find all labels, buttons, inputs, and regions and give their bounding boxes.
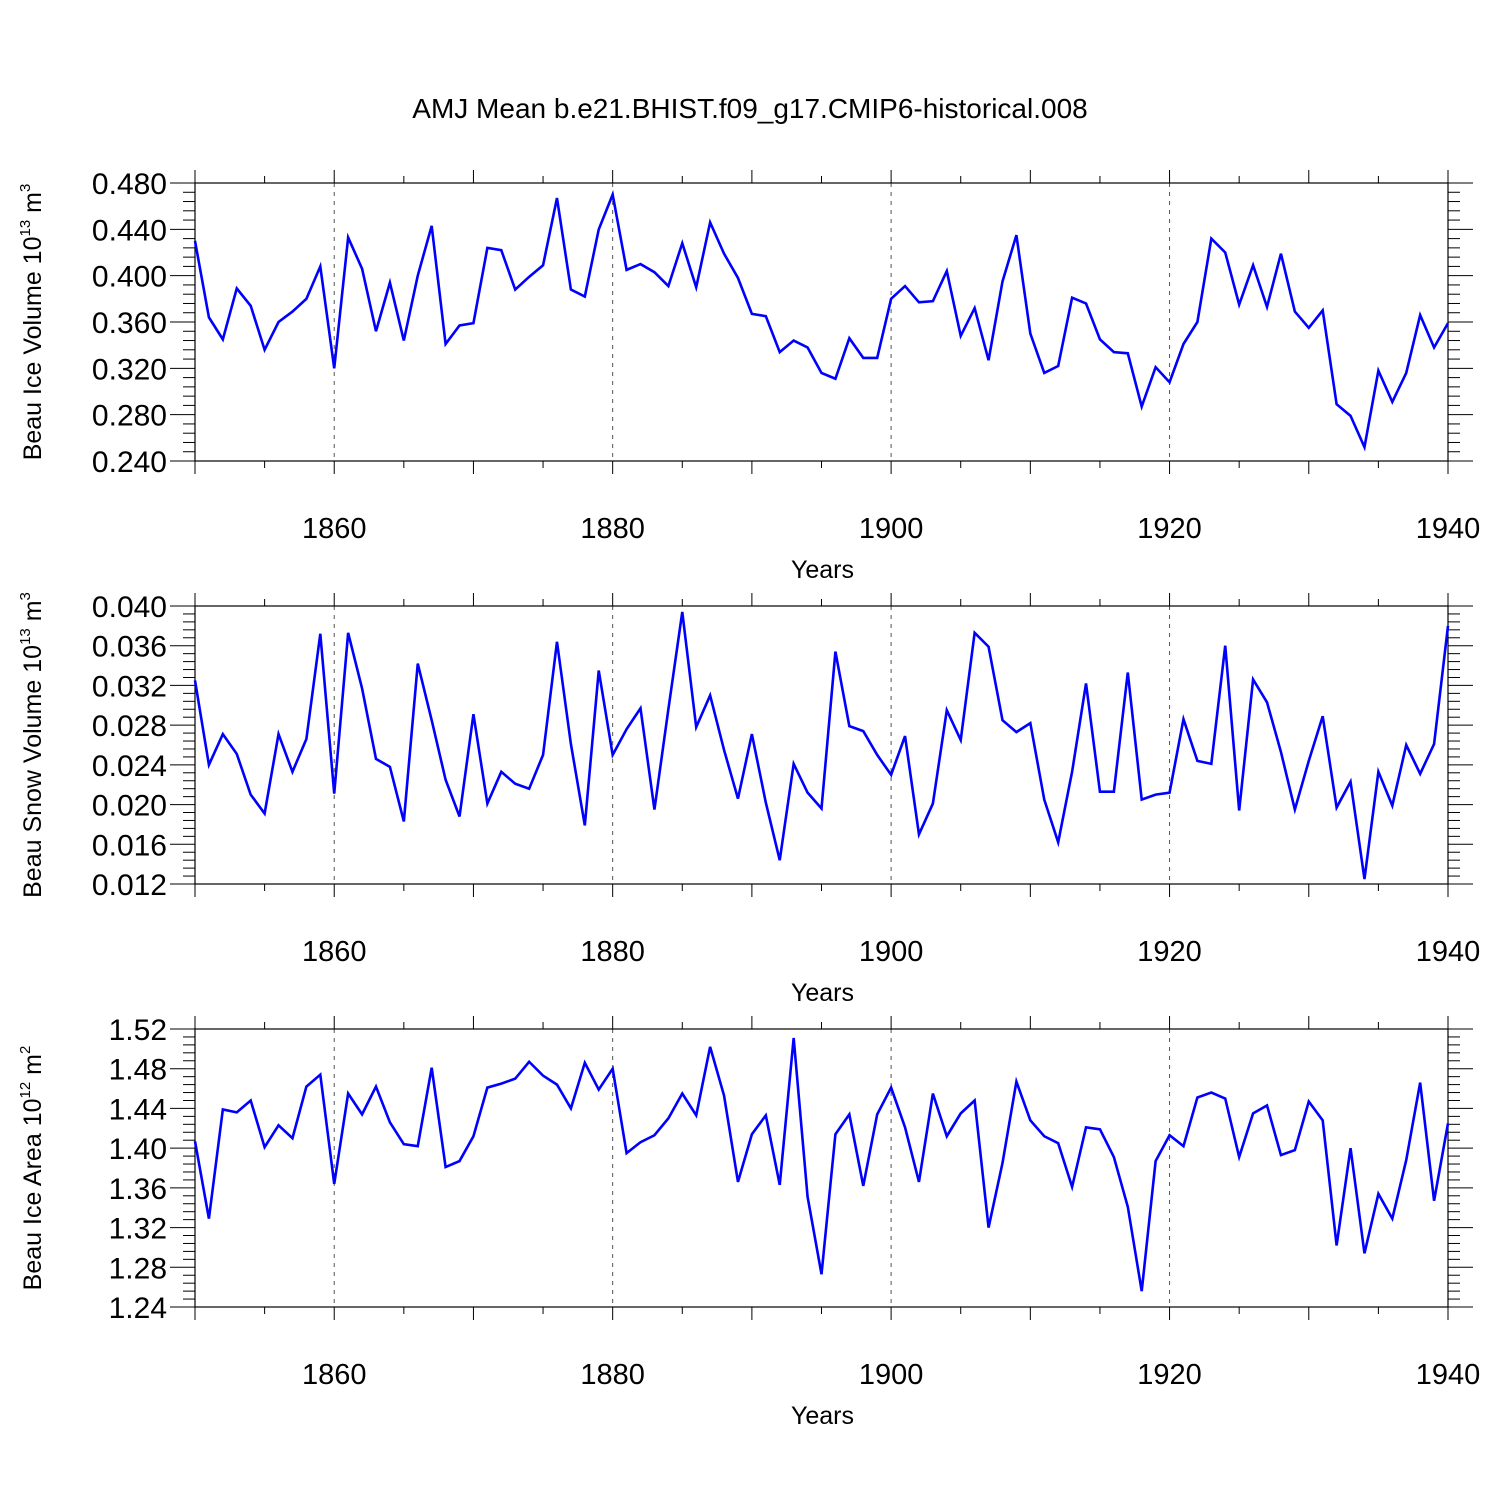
y-axis-title-main: Beau Ice Area 10 bbox=[19, 1099, 47, 1291]
x-axis-title: Years bbox=[791, 1402, 854, 1430]
y-tick-label: 0.440 bbox=[92, 214, 167, 247]
x-tick-label: 1900 bbox=[859, 1359, 924, 1391]
x-tick-label: 1880 bbox=[580, 1359, 645, 1391]
y-tick-label: 1.28 bbox=[109, 1252, 167, 1285]
x-tick-label: 1920 bbox=[1137, 513, 1202, 545]
x-tick-label: 1920 bbox=[1137, 1359, 1202, 1391]
y-tick-label: 0.012 bbox=[92, 869, 167, 902]
panel-3: 1.24 1.28 1.32 1.36 1.40 1.44 1.48 1.52 1860 1880… bbox=[17, 1014, 1480, 1430]
series-line bbox=[193, 611, 1450, 880]
y-tick-label: 1.48 bbox=[109, 1054, 167, 1087]
y-tick-label: 1.32 bbox=[109, 1213, 167, 1246]
y-tick-label: 0.280 bbox=[92, 400, 167, 433]
y-tick-label: 1.40 bbox=[109, 1133, 167, 1166]
y-axis-title-unit: m bbox=[19, 1054, 47, 1082]
y-tick-label: 0.032 bbox=[92, 670, 167, 703]
y-tick-label: 0.320 bbox=[92, 353, 167, 386]
x-tick-label: 1900 bbox=[859, 936, 924, 968]
y-axis-title-unit-exponent: 2 bbox=[17, 1046, 34, 1054]
x-tick-label: 1860 bbox=[302, 936, 367, 968]
y-tick-label: 0.016 bbox=[92, 829, 167, 862]
y-tick-label: 0.360 bbox=[92, 307, 167, 340]
y-tick-label: 1.24 bbox=[109, 1292, 167, 1325]
x-tick-label: 1900 bbox=[859, 513, 924, 545]
x-tick-label: 1860 bbox=[302, 513, 367, 545]
x-tick-label: 1860 bbox=[302, 1359, 367, 1391]
y-tick-label: 0.240 bbox=[92, 446, 167, 479]
y-axis-title: Beau Ice Volume 1013 m3 bbox=[17, 184, 47, 461]
panel-1: 0.240 0.280 0.320 0.360 0.400 0.440 0.480 1860 1… bbox=[17, 168, 1480, 584]
y-axis-title-main: Beau Snow Volume 10 bbox=[19, 645, 47, 898]
y-tick-label: 0.400 bbox=[92, 261, 167, 294]
y-tick-label: 0.020 bbox=[92, 790, 167, 823]
y-axis-title: Beau Snow Volume 1013 m3 bbox=[17, 592, 47, 898]
y-tick-label: 1.36 bbox=[109, 1173, 167, 1206]
y-tick-label: 0.024 bbox=[92, 750, 167, 783]
y-axis-title: Beau Ice Area 1012 m2 bbox=[17, 1046, 47, 1291]
series-line bbox=[193, 1037, 1450, 1292]
x-tick-label: 1940 bbox=[1416, 513, 1481, 545]
y-tick-label: 0.036 bbox=[92, 631, 167, 664]
y-tick-label: 1.52 bbox=[109, 1014, 167, 1047]
x-tick-label: 1880 bbox=[580, 936, 645, 968]
x-axis-title: Years bbox=[791, 556, 854, 584]
y-axis-title-unit-exponent: 3 bbox=[17, 184, 34, 192]
x-axis-title: Years bbox=[791, 979, 854, 1007]
y-axis-title-unit: m bbox=[19, 192, 47, 220]
y-tick-label: 1.44 bbox=[109, 1093, 167, 1126]
y-axis-title-exponent: 12 bbox=[17, 1082, 34, 1099]
y-axis-title-exponent: 13 bbox=[17, 628, 34, 645]
x-tick-label: 1940 bbox=[1416, 936, 1481, 968]
chart-title: AMJ Mean b.e21.BHIST.f09_g17.CMIP6-histo… bbox=[412, 93, 1087, 124]
x-tick-label: 1940 bbox=[1416, 1359, 1481, 1391]
y-axis-title-unit-exponent: 3 bbox=[17, 592, 34, 600]
y-tick-label: 0.028 bbox=[92, 710, 167, 743]
y-tick-label: 0.040 bbox=[92, 591, 167, 624]
series-line bbox=[193, 189, 1450, 452]
x-tick-label: 1880 bbox=[580, 513, 645, 545]
y-axis-title-main: Beau Ice Volume 10 bbox=[19, 237, 47, 461]
y-axis-title-unit: m bbox=[19, 600, 47, 628]
y-axis-title-exponent: 13 bbox=[17, 220, 34, 237]
x-tick-label: 1920 bbox=[1137, 936, 1202, 968]
y-tick-label: 0.480 bbox=[92, 168, 167, 201]
panel-2: 0.012 0.016 0.020 0.024 0.028 0.032 0.036 0.040… bbox=[17, 591, 1480, 1007]
